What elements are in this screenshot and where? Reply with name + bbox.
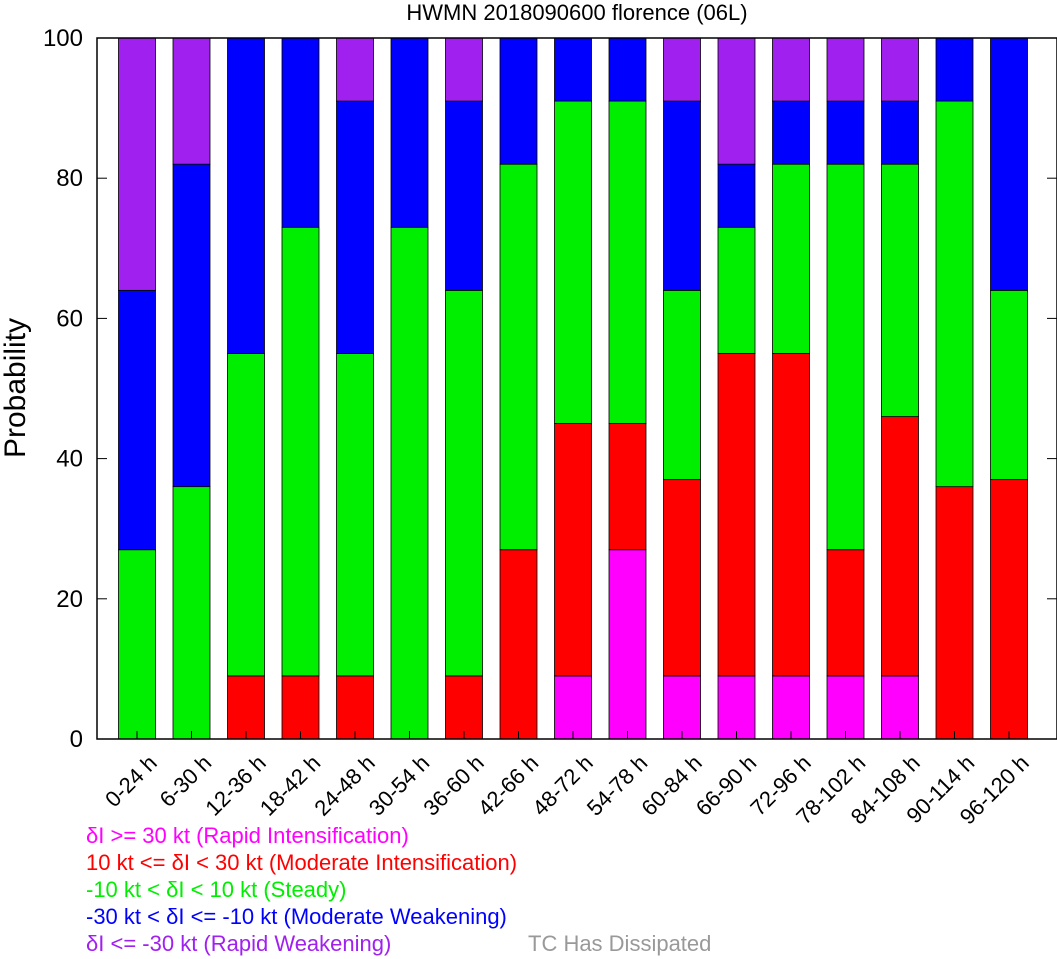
- bar-segment-11-2: [717, 226, 756, 354]
- bar-segment-7-3: [499, 37, 538, 165]
- bar-segment-15-3: [935, 37, 974, 102]
- bar-segment-9-2: [608, 100, 647, 424]
- y-axis-label: Probability: [0, 318, 32, 458]
- bar-segment-15-2: [935, 100, 974, 488]
- bar-segment-2-1: [227, 675, 265, 740]
- x-tick-label: 42-66 h: [473, 750, 543, 820]
- bar-segment-9-1: [608, 423, 647, 551]
- bar-segment-11-0: [717, 675, 756, 740]
- bar-segment-7-1: [499, 549, 538, 740]
- bar-segment-8-0: [554, 675, 592, 740]
- bar-segment-7-2: [499, 163, 538, 551]
- bar-segment-13-0: [826, 675, 865, 740]
- bar-segment-13-2: [826, 163, 865, 551]
- y-tick-label: 100: [43, 25, 83, 52]
- x-tick-label: 12-36 h: [200, 750, 270, 820]
- bar-segment-12-1: [772, 353, 810, 677]
- x-tick-label: 18-42 h: [255, 750, 325, 820]
- bar-segment-15-1: [935, 486, 974, 740]
- y-ticks: 0 20 40 60 80 100: [43, 25, 1057, 753]
- legend-entry: -30 kt < δI <= -10 kt (Moderate Weakenin…: [86, 904, 507, 929]
- bar-segment-16-1: [990, 479, 1028, 740]
- legend-entry: -10 kt < δI < 10 kt (Steady): [86, 877, 347, 902]
- bar-segment-3-1: [281, 675, 320, 740]
- bar-segment-8-2: [554, 100, 592, 424]
- bar-segment-8-3: [554, 37, 592, 102]
- bar-segment-12-2: [772, 163, 810, 354]
- bar-segment-12-3: [772, 100, 810, 165]
- bar-segment-1-4: [172, 37, 211, 165]
- bar-segment-14-0: [881, 675, 919, 740]
- x-tick-label: 60-84 h: [636, 750, 706, 820]
- bar-segment-10-3: [663, 100, 701, 291]
- bar-segment-10-4: [663, 37, 701, 102]
- y-tick-label: 60: [56, 305, 83, 332]
- bar-segment-6-4: [445, 37, 483, 102]
- x-tick-label: 24-48 h: [309, 750, 379, 820]
- x-tick-label: 48-72 h: [527, 750, 597, 820]
- bar-segment-10-1: [663, 479, 701, 677]
- bar-segment-13-4: [826, 37, 865, 102]
- bar-segment-3-3: [281, 37, 320, 228]
- x-tick-label: 66-90 h: [691, 750, 761, 820]
- bar-segment-16-2: [990, 289, 1028, 481]
- x-tick-label: 36-60 h: [418, 750, 488, 820]
- bar-segment-3-2: [281, 226, 320, 677]
- y-tick-label: 40: [56, 446, 83, 473]
- x-tick-label: 0-24 h: [100, 750, 162, 812]
- bar-segment-16-3: [990, 37, 1028, 291]
- bar-segment-11-4: [717, 37, 756, 165]
- chart-title: HWMN 2018090600 florence (06L): [406, 0, 747, 25]
- legend-entry: δI <= -30 kt (Rapid Weakening): [86, 931, 392, 956]
- bar-segment-9-3: [608, 37, 647, 102]
- bar-segment-0-2: [118, 549, 156, 740]
- y-tick-label: 0: [70, 726, 83, 753]
- legend-entry: δI >= 30 kt (Rapid Intensification): [86, 823, 409, 848]
- bar-segment-12-0: [772, 675, 810, 740]
- bar-segment-11-3: [717, 163, 756, 228]
- bar-segment-10-2: [663, 289, 701, 481]
- bar-segment-5-3: [390, 37, 429, 228]
- dissipated-note: TC Has Dissipated: [528, 931, 712, 956]
- legend-entry: 10 kt <= δI < 30 kt (Moderate Intensific…: [86, 850, 518, 875]
- bar-segment-11-1: [717, 353, 756, 677]
- bar-segment-4-2: [336, 353, 374, 677]
- y-tick-label: 80: [56, 165, 83, 192]
- bar-segment-9-0: [608, 549, 647, 740]
- bar-segment-14-3: [881, 100, 919, 165]
- plot-frame: [96, 37, 1057, 740]
- bar-segment-13-1: [826, 549, 865, 677]
- y-tick-label: 20: [56, 586, 83, 613]
- bars: [118, 37, 1028, 740]
- bar-segment-1-2: [172, 486, 211, 740]
- bar-segment-8-1: [554, 423, 592, 677]
- bar-segment-6-3: [445, 100, 483, 291]
- x-tick-label: 30-54 h: [364, 750, 434, 820]
- x-tick-label: 54-78 h: [582, 750, 652, 820]
- bar-segment-14-4: [881, 37, 919, 102]
- bar-segment-6-2: [445, 289, 483, 677]
- bar-segment-2-2: [227, 353, 265, 677]
- bar-segment-4-3: [336, 100, 374, 354]
- bar-segment-0-4: [118, 37, 156, 291]
- bar-segment-10-0: [663, 675, 701, 740]
- x-ticks: 0-24 h6-30 h12-36 h18-42 h24-48 h30-54 h…: [100, 731, 1034, 829]
- bar-segment-13-3: [826, 100, 865, 165]
- bar-segment-12-4: [772, 37, 810, 102]
- bar-segment-4-1: [336, 675, 374, 740]
- bar-segment-1-3: [172, 163, 211, 488]
- bar-segment-2-3: [227, 37, 265, 354]
- bar-segment-14-2: [881, 163, 919, 417]
- bar-segment-0-3: [118, 289, 156, 551]
- bar-segment-4-4: [336, 37, 374, 102]
- bar-segment-14-1: [881, 416, 919, 677]
- bar-segment-5-2: [390, 226, 429, 740]
- bar-segment-6-1: [445, 675, 483, 740]
